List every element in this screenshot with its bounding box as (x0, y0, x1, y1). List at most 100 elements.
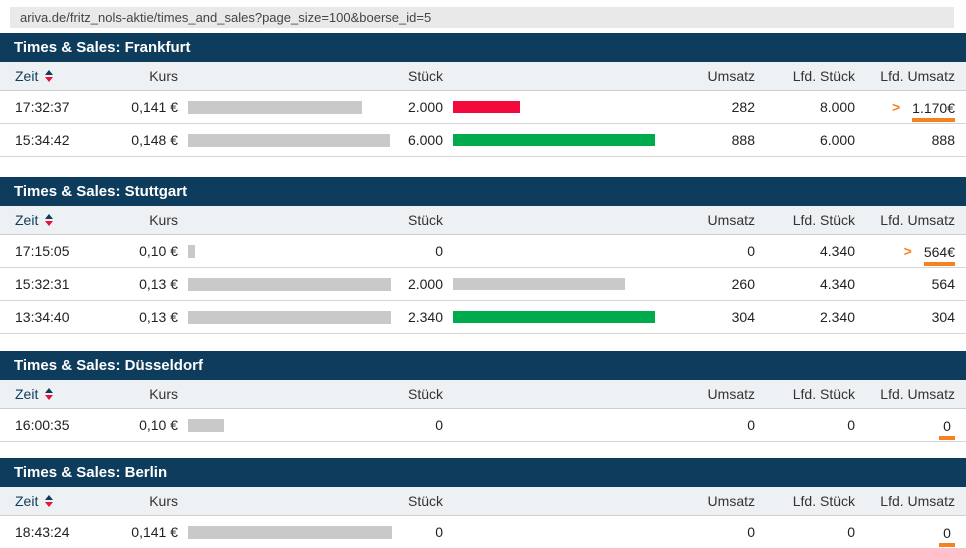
column-header-lfd-stueck: Lfd. Stück (792, 493, 855, 509)
cell-umsatz: 0 (747, 243, 755, 259)
cell-lfd-stueck: 0 (847, 524, 855, 540)
cell-lfd-stueck: 2.340 (819, 309, 855, 325)
cell-zeit: 18:43:24 (15, 524, 70, 540)
table-title: Times & Sales: Berlin (14, 464, 168, 481)
stueck-bar-cell (443, 311, 663, 323)
cell-stueck: 2.340 (407, 309, 443, 325)
stueck-bar-cell (443, 134, 663, 146)
column-header-stueck: Stück (407, 212, 443, 228)
cell-zeit: 13:34:40 (15, 309, 70, 325)
column-header-lfd-stueck: Lfd. Stück (792, 68, 855, 84)
lfd-umsatz-value[interactable]: 0 (939, 418, 955, 440)
table-duesseldorf: Times & Sales: Düsseldorf Zeit Kurs Stüc… (0, 351, 966, 442)
table-title: Times & Sales: Düsseldorf (14, 357, 203, 374)
cell-stueck: 6.000 (407, 132, 443, 148)
lfd-umsatz-value: 888 (931, 132, 955, 148)
kurs-bar (188, 133, 390, 147)
kurs-bar (188, 310, 391, 324)
column-header-umsatz: Umsatz (707, 386, 755, 402)
cell-umsatz: 282 (731, 99, 755, 115)
sort-icon[interactable] (45, 388, 54, 400)
kurs-bar-cell (178, 100, 398, 114)
cell-zeit: 15:34:42 (15, 132, 70, 148)
cell-lfd-umsatz: 304 (855, 309, 955, 325)
column-header-umsatz: Umsatz (707, 212, 755, 228)
column-header-lfd-umsatz: Lfd. Umsatz (880, 493, 955, 509)
stueck-bar (453, 311, 655, 323)
cell-lfd-umsatz: 888 (855, 132, 955, 148)
cell-zeit: 17:15:05 (15, 243, 70, 259)
column-header-zeit[interactable]: Zeit (0, 212, 130, 228)
column-header-kurs: Kurs (149, 386, 178, 402)
cell-lfd-umsatz: 0 (855, 518, 955, 547)
kurs-bar-cell (178, 525, 398, 539)
cell-kurs: 0,141 € (131, 524, 178, 540)
column-header-kurs: Kurs (149, 212, 178, 228)
table-title-bar: Times & Sales: Frankfurt (0, 33, 966, 62)
stueck-bar (453, 278, 625, 290)
column-header-umsatz: Umsatz (707, 493, 755, 509)
column-header-zeit[interactable]: Zeit (0, 386, 130, 402)
table-berlin: Times & Sales: Berlin Zeit Kurs Stück Um… (0, 458, 966, 548)
cell-stueck: 2.000 (407, 99, 443, 115)
cell-umsatz: 260 (731, 276, 755, 292)
column-header-zeit[interactable]: Zeit (0, 68, 130, 84)
table-row: 13:34:40 0,13 € 2.340 304 2.340 304 (0, 301, 966, 334)
lfd-umsatz-value[interactable]: 1.170€ (912, 100, 955, 122)
table-row: 17:15:05 0,10 € 0 0 4.340 >564€ (0, 235, 966, 268)
column-header-lfd-umsatz: Lfd. Umsatz (880, 212, 955, 228)
table-row: 16:00:35 0,10 € 0 0 0 0 (0, 409, 966, 442)
cell-stueck: 0 (435, 417, 443, 433)
lfd-umsatz-value: 564 (931, 276, 955, 292)
column-header-kurs: Kurs (149, 493, 178, 509)
cell-umsatz: 888 (731, 132, 755, 148)
lfd-umsatz-value[interactable]: 564€ (923, 244, 955, 266)
cell-umsatz: 304 (731, 309, 755, 325)
column-header-umsatz: Umsatz (707, 68, 755, 84)
cell-umsatz: 0 (747, 417, 755, 433)
column-header-kurs: Kurs (149, 68, 178, 84)
cell-lfd-stueck: 6.000 (819, 132, 855, 148)
update-arrow-icon: > (891, 99, 901, 115)
column-header-zeit[interactable]: Zeit (0, 493, 130, 509)
column-header-row: Zeit Kurs Stück Umsatz Lfd. Stück Lfd. U… (0, 487, 966, 516)
kurs-bar-cell (178, 133, 398, 147)
cell-kurs: 0,13 € (139, 276, 178, 292)
kurs-bar-cell (178, 418, 398, 432)
kurs-bar (188, 418, 224, 432)
url-text: ariva.de/fritz_nols-aktie/times_and_sale… (20, 10, 432, 25)
column-header-zeit-label: Zeit (15, 68, 39, 84)
kurs-bar-cell (178, 244, 398, 258)
table-title-bar: Times & Sales: Berlin (0, 458, 966, 487)
column-header-stueck: Stück (407, 68, 443, 84)
kurs-bar-cell (178, 310, 398, 324)
column-header-stueck: Stück (407, 493, 443, 509)
column-header-lfd-stueck: Lfd. Stück (792, 386, 855, 402)
column-header-lfd-umsatz: Lfd. Umsatz (880, 68, 955, 84)
column-header-row: Zeit Kurs Stück Umsatz Lfd. Stück Lfd. U… (0, 380, 966, 409)
cell-lfd-stueck: 8.000 (819, 99, 855, 115)
table-stuttgart: Times & Sales: Stuttgart Zeit Kurs Stück… (0, 177, 966, 334)
column-header-row: Zeit Kurs Stück Umsatz Lfd. Stück Lfd. U… (0, 62, 966, 91)
lfd-umsatz-value[interactable]: 0 (939, 525, 955, 547)
cell-zeit: 16:00:35 (15, 417, 70, 433)
cell-kurs: 0,10 € (139, 243, 178, 259)
address-bar[interactable]: ariva.de/fritz_nols-aktie/times_and_sale… (10, 7, 954, 28)
cell-umsatz: 0 (747, 524, 755, 540)
table-row: 15:32:31 0,13 € 2.000 260 4.340 564 (0, 268, 966, 301)
cell-kurs: 0,141 € (131, 99, 178, 115)
sort-icon[interactable] (45, 70, 54, 82)
cell-lfd-stueck: 4.340 (819, 243, 855, 259)
table-frankfurt: Times & Sales: Frankfurt Zeit Kurs Stück… (0, 33, 966, 157)
column-header-lfd-stueck: Lfd. Stück (792, 212, 855, 228)
column-header-row: Zeit Kurs Stück Umsatz Lfd. Stück Lfd. U… (0, 206, 966, 235)
cell-lfd-umsatz: >1.170€ (855, 93, 955, 122)
table-title-bar: Times & Sales: Düsseldorf (0, 351, 966, 380)
table-row: 18:43:24 0,141 € 0 0 0 0 (0, 516, 966, 548)
column-header-zeit-label: Zeit (15, 493, 39, 509)
cell-kurs: 0,13 € (139, 309, 178, 325)
sort-icon[interactable] (45, 214, 54, 226)
sort-icon[interactable] (45, 495, 54, 507)
update-arrow-icon: > (903, 243, 912, 259)
table-row: 17:32:37 0,141 € 2.000 282 8.000 >1.170€ (0, 91, 966, 124)
